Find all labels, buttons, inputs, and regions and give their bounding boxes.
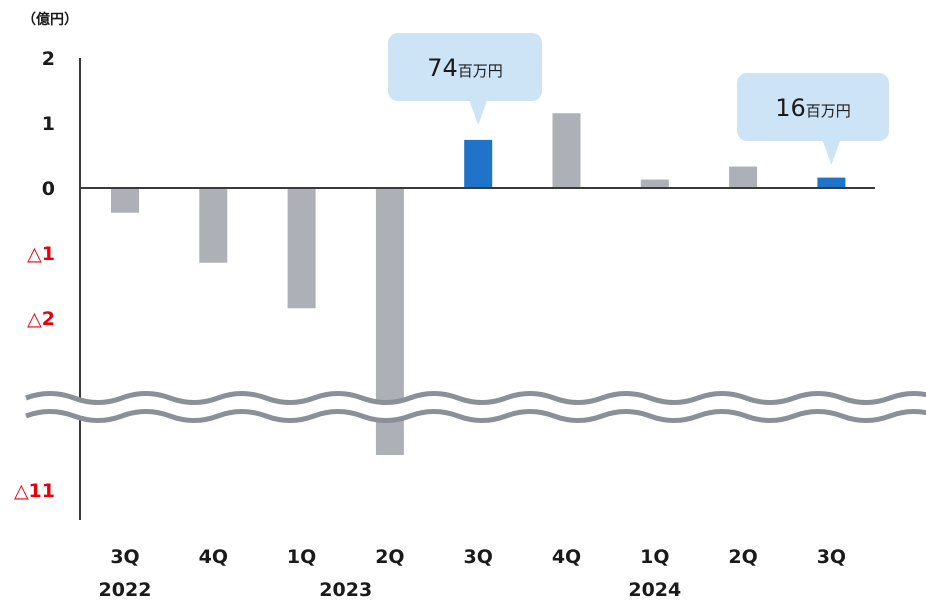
bar-2 bbox=[287, 188, 316, 309]
callout: 16百万円 bbox=[737, 73, 889, 165]
y-tick-labels: 2 1 0 △1 △2 △11 bbox=[14, 48, 55, 502]
callout-value: 74 bbox=[427, 54, 458, 82]
y-tick-label: 1 bbox=[42, 113, 55, 135]
callout-value: 16 bbox=[775, 94, 806, 122]
bar-4 bbox=[464, 139, 493, 188]
bar-5 bbox=[552, 113, 581, 188]
bar-6 bbox=[640, 179, 669, 188]
callout: 74百万円 bbox=[388, 33, 542, 125]
year-label: 2023 bbox=[319, 579, 372, 601]
callout-pointer bbox=[822, 140, 841, 165]
y-tick-label: △1 bbox=[27, 243, 55, 265]
x-tick-label: 3Q bbox=[817, 546, 846, 568]
callout-unit: 百万円 bbox=[806, 102, 851, 120]
y-tick-label: 2 bbox=[42, 48, 55, 70]
x-tick-label: 2Q bbox=[375, 546, 404, 568]
callout-label: 74百万円 bbox=[427, 54, 503, 82]
unit-label: （億円） bbox=[22, 11, 78, 28]
callout-box bbox=[388, 33, 542, 101]
bar-7 bbox=[729, 166, 758, 188]
bar-8 bbox=[817, 177, 846, 188]
axes-group bbox=[79, 58, 875, 520]
year-label: 2024 bbox=[628, 579, 681, 601]
callout-label: 16百万円 bbox=[775, 94, 851, 122]
x-tick-label: 3Q bbox=[110, 546, 139, 568]
year-label: 2022 bbox=[99, 579, 152, 601]
break-wave-top bbox=[25, 391, 926, 405]
y-tick-label: 0 bbox=[42, 178, 55, 200]
bar-1 bbox=[199, 188, 228, 263]
x-tick-label: 4Q bbox=[199, 546, 228, 568]
x-tick-label: 2Q bbox=[728, 546, 757, 568]
x-tick-label: 3Q bbox=[464, 546, 493, 568]
callout-pointer bbox=[469, 100, 488, 125]
x-tick-labels: 3Q 4Q 1Q 2Q 3Q 4Q 1Q 2Q 3Q 2022 2023 2024 bbox=[99, 546, 847, 601]
callout-unit: 百万円 bbox=[458, 62, 503, 80]
y-tick-label: △2 bbox=[27, 308, 55, 330]
x-tick-label: 1Q bbox=[640, 546, 669, 568]
callout-box bbox=[737, 73, 889, 141]
break-wave-bottom bbox=[25, 409, 926, 423]
x-tick-label: 1Q bbox=[287, 546, 316, 568]
x-tick-label: 4Q bbox=[552, 546, 581, 568]
axis-break-wave bbox=[25, 391, 926, 423]
bar-0 bbox=[111, 188, 139, 213]
y-tick-label: △11 bbox=[14, 480, 55, 502]
